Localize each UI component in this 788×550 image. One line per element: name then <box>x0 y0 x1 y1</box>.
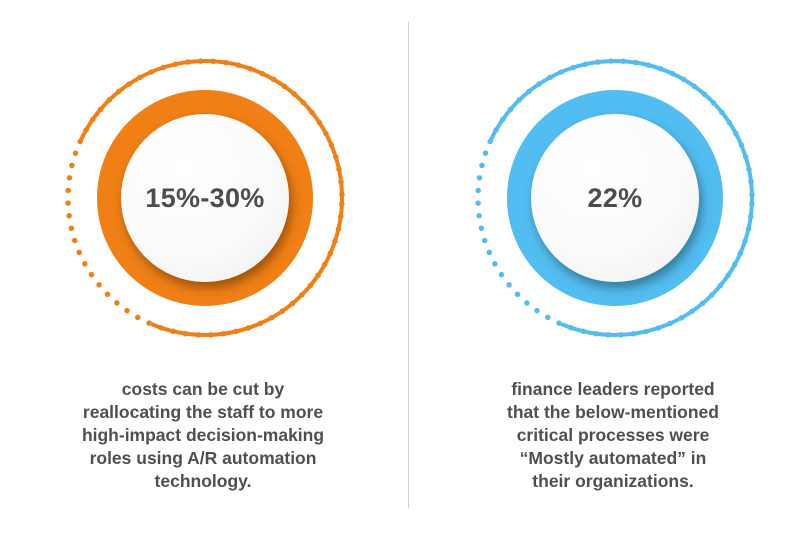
description-line: that the below-mentioned <box>507 402 719 422</box>
description-line: costs can be cut by <box>121 379 285 399</box>
stat-circle: 22% <box>531 114 699 282</box>
stat-value: 15%-30% <box>145 182 265 213</box>
description-line: “Mostly automated” in <box>519 448 707 468</box>
description-line: finance leaders reported <box>511 379 715 399</box>
description-line: critical processes were <box>516 425 710 445</box>
stat-value: 22% <box>587 182 643 213</box>
description-line: their organizations. <box>532 471 694 491</box>
description-line: roles using A/R automation <box>89 448 317 468</box>
outer-arc <box>476 59 754 337</box>
description-line: reallocating the staff to more <box>82 402 324 422</box>
stat-description-right: finance leaders reported that the below-… <box>448 378 778 493</box>
stat-graphic-right: 22% <box>466 18 766 358</box>
description-line: high-impact decision-making <box>81 425 325 445</box>
description-line: technology. <box>154 471 252 491</box>
outer-arc <box>66 59 344 337</box>
stat-graphic-left: 15%-30% <box>56 18 356 358</box>
stat-description-left: costs can be cut by reallocating the sta… <box>38 378 368 493</box>
stat-circle: 15%-30% <box>121 114 289 282</box>
vertical-divider <box>408 22 409 508</box>
